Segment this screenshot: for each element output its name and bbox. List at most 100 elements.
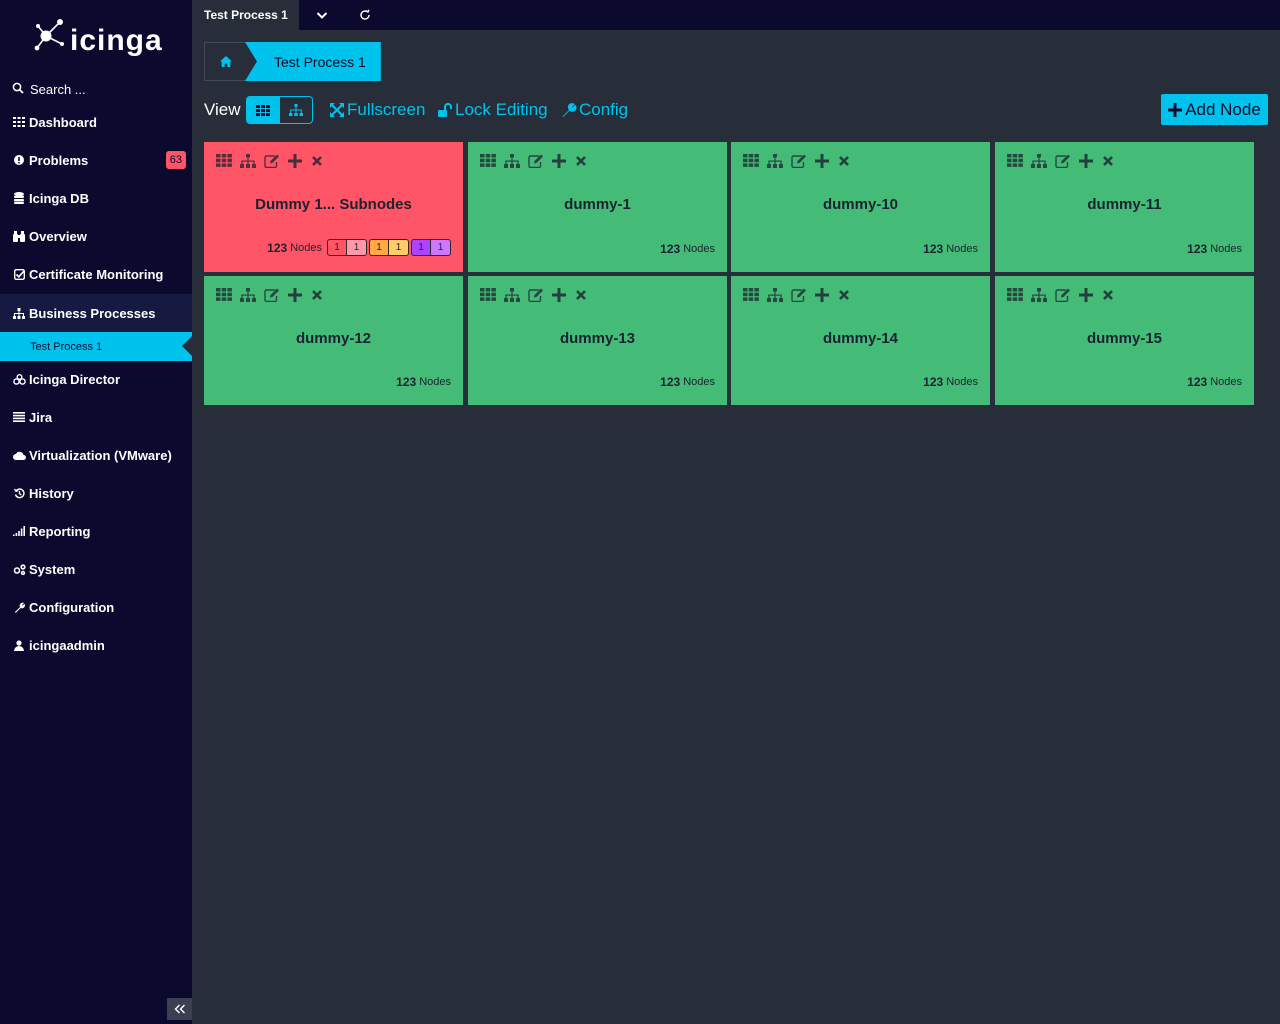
tile-edit-button[interactable] (791, 154, 807, 168)
process-tile[interactable]: Dummy 1... Subnodes 123 Nodes 1 1 1 1 1 1 (204, 142, 463, 272)
tile-name[interactable]: dummy-1 (564, 196, 631, 213)
sidebar-item-configuration[interactable]: Configuration (0, 588, 192, 626)
tile-edit-button[interactable] (1055, 154, 1071, 168)
state-unknown-handled-badge[interactable]: 1 (431, 239, 451, 256)
state-critical-handled-badge[interactable]: 1 (347, 239, 367, 256)
tile-grid-button[interactable] (216, 288, 232, 302)
sitemap-icon (504, 154, 520, 168)
tile-add-button[interactable] (288, 288, 302, 302)
tile-add-button[interactable] (552, 154, 566, 168)
sidebar-item-label: Certificate Monitoring (29, 266, 164, 282)
tile-tree-button[interactable] (240, 288, 256, 302)
breadcrumb-home[interactable] (204, 42, 246, 81)
tile-grid-button[interactable] (1007, 154, 1023, 168)
tile-add-button[interactable] (1079, 154, 1093, 168)
tile-edit-button[interactable] (264, 154, 280, 168)
plus-icon (1079, 154, 1093, 168)
sidebar-item-problems[interactable]: Problems 63 (0, 141, 192, 179)
tile-tree-button[interactable] (767, 288, 783, 302)
sidebar-item-business-processes[interactable]: Business Processes (0, 294, 192, 332)
tile-edit-button[interactable] (1055, 288, 1071, 302)
tile-tree-button[interactable] (504, 154, 520, 168)
tile-tree-button[interactable] (1031, 288, 1047, 302)
tile-name[interactable]: Dummy 1... Subnodes (255, 196, 412, 213)
tile-tree-button[interactable] (504, 288, 520, 302)
sidebar-item-jira[interactable]: Jira (0, 398, 192, 436)
tile-view-button[interactable] (247, 97, 280, 123)
process-tile[interactable]: dummy-13 123 Nodes (468, 276, 727, 405)
tile-grid-button[interactable] (743, 288, 759, 302)
tab-test-process-1[interactable]: Test Process 1 (192, 0, 299, 30)
sidebar-item-dashboard[interactable]: Dashboard (0, 103, 192, 141)
tile-add-button[interactable] (1079, 288, 1093, 302)
sidebar-item-overview[interactable]: Overview (0, 217, 192, 255)
process-tile[interactable]: dummy-1 123 Nodes (468, 142, 727, 272)
tile-add-button[interactable] (288, 154, 302, 168)
tile-tree-button[interactable] (767, 154, 783, 168)
tile-add-button[interactable] (815, 288, 829, 302)
tile-grid-button[interactable] (480, 154, 496, 168)
tile-tree-button[interactable] (1031, 154, 1047, 168)
tile-name[interactable]: dummy-13 (559, 330, 636, 347)
config-link[interactable]: Config (561, 100, 628, 120)
tab-dropdown-button[interactable] (314, 7, 330, 23)
state-unknown-badge[interactable]: 1 (411, 239, 431, 256)
process-tile[interactable]: dummy-11 123 Nodes (995, 142, 1254, 272)
collapse-sidebar-button[interactable] (167, 998, 192, 1020)
tile-remove-button[interactable] (310, 288, 324, 302)
state-warning-handled-badge[interactable]: 1 (389, 239, 409, 256)
tile-grid-button[interactable] (1007, 288, 1023, 302)
sidebar-item-reporting[interactable]: Reporting (0, 512, 192, 550)
tile-remove-button[interactable] (1101, 288, 1115, 302)
sidebar-subitem-test-process-1[interactable]: Test Process 1 (0, 332, 192, 361)
breadcrumb-current[interactable]: Test Process 1 (245, 42, 381, 81)
icinga-logo[interactable]: icinga (34, 14, 164, 60)
tile-remove-button[interactable] (574, 288, 588, 302)
tile-add-button[interactable] (552, 288, 566, 302)
sidebar-item-label: Overview (29, 228, 87, 244)
tile-tree-button[interactable] (240, 154, 256, 168)
process-tile[interactable]: dummy-15 123 Nodes (995, 276, 1254, 405)
tree-view-button[interactable] (280, 97, 313, 123)
tile-edit-button[interactable] (528, 154, 544, 168)
tile-remove-button[interactable] (837, 154, 851, 168)
fullscreen-link[interactable]: Fullscreen (329, 100, 425, 120)
process-tile[interactable]: dummy-10 123 Nodes (731, 142, 990, 272)
sidebar-item-virtualization[interactable]: Virtualization (VMware) (0, 436, 192, 474)
tile-edit-button[interactable] (264, 288, 280, 302)
sidebar-item-history[interactable]: History (0, 474, 192, 512)
tile-remove-button[interactable] (1101, 154, 1115, 168)
cloud-icon (12, 451, 26, 460)
tile-remove-button[interactable] (310, 154, 324, 168)
process-tile[interactable]: dummy-14 123 Nodes (731, 276, 990, 405)
logo-text: icinga (70, 24, 163, 57)
state-critical-badge[interactable]: 1 (327, 239, 347, 256)
sidebar-item-icinga-db[interactable]: Icinga DB (0, 179, 192, 217)
view-label: View (204, 100, 241, 119)
sidebar-item-label: Icinga Director (29, 371, 121, 387)
tile-remove-button[interactable] (837, 288, 851, 302)
tile-add-button[interactable] (815, 154, 829, 168)
grid-icon (1007, 288, 1023, 301)
tile-grid-button[interactable] (480, 288, 496, 302)
tile-name[interactable]: dummy-11 (1087, 196, 1162, 213)
sidebar-item-system[interactable]: System (0, 550, 192, 588)
tile-name[interactable]: dummy-15 (1086, 330, 1163, 347)
search-input[interactable]: Search ... (12, 80, 86, 98)
tile-grid-button[interactable] (743, 154, 759, 168)
tile-edit-button[interactable] (791, 288, 807, 302)
sidebar-item-user[interactable]: icingaadmin (0, 626, 192, 664)
add-node-button[interactable]: Add Node (1161, 94, 1268, 125)
state-warning-badge[interactable]: 1 (369, 239, 389, 256)
tile-remove-button[interactable] (574, 154, 588, 168)
tile-name[interactable]: dummy-14 (822, 330, 899, 347)
tile-grid-button[interactable] (216, 154, 232, 168)
tile-name[interactable]: dummy-10 (822, 196, 899, 213)
sidebar-item-certificate-monitoring[interactable]: Certificate Monitoring (0, 255, 192, 293)
sidebar-item-icinga-director[interactable]: Icinga Director (0, 360, 192, 398)
tile-name[interactable]: dummy-12 (295, 330, 372, 347)
tab-refresh-button[interactable] (357, 7, 373, 23)
process-tile[interactable]: dummy-12 123 Nodes (204, 276, 463, 405)
tile-edit-button[interactable] (528, 288, 544, 302)
lock-editing-link[interactable]: Lock Editing (437, 100, 548, 120)
